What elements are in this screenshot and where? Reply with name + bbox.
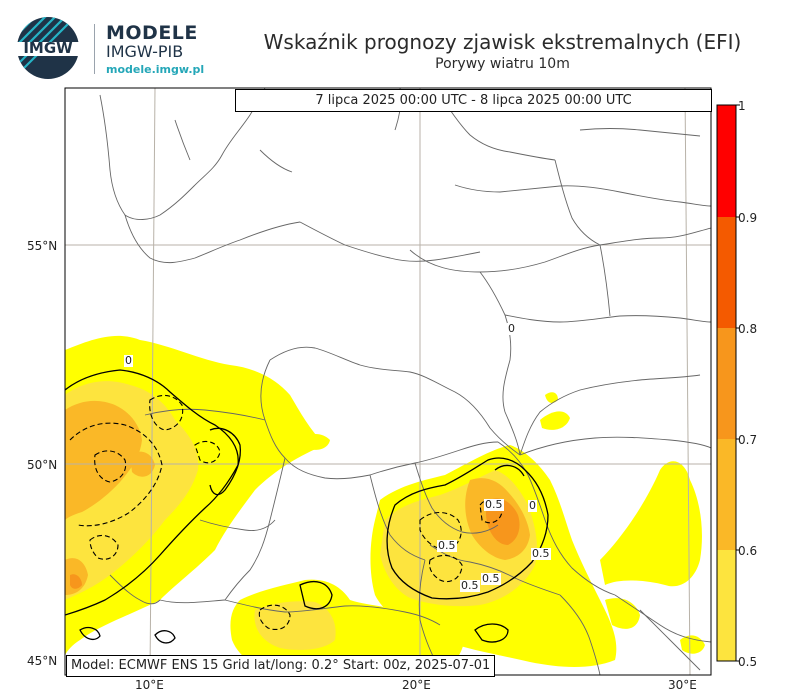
valid-period-box: 7 lipca 2025 00:00 UTC - 8 lipca 2025 00… (235, 89, 712, 112)
contour-label: 0.5 (531, 547, 551, 560)
efi-zero-contours (69, 394, 503, 631)
country-borders (99, 88, 711, 675)
contour-label: 0.5 (481, 572, 501, 585)
colorbar-band-1 (717, 105, 736, 217)
lon-label-30: 30°E (668, 678, 697, 692)
colorbar-band-5 (717, 550, 736, 661)
lat-label-45: 45°N (27, 654, 58, 668)
chart-subtitle: Porywy wiatru 10m (435, 56, 570, 72)
lat-label-55: 55°N (27, 239, 58, 253)
colorbar-band-3 (717, 328, 736, 439)
colorbar-band-2 (717, 217, 736, 328)
lat-label-50: 50°N (27, 458, 58, 472)
brand-url[interactable]: modele.imgw.pl (106, 63, 205, 76)
brand-org: IMGW-PIB (106, 42, 184, 61)
contour-label: 0.5 (460, 579, 480, 592)
model-info-box: Model: ECMWF ENS 15 Grid lat/long: 0.2° … (66, 655, 496, 677)
logo-text: IMGW (23, 39, 73, 57)
colorbar-frame (716, 104, 737, 662)
lon-label-10: 10°E (135, 678, 164, 692)
colorbar (716, 104, 740, 662)
imgw-logo: IMGW (16, 17, 80, 79)
brand-name: MODELE (106, 22, 198, 44)
colorbar-label: 0.5 (738, 655, 758, 669)
contour-label: 0 (507, 322, 516, 335)
lon-label-20: 20°E (402, 678, 431, 692)
graticule (65, 88, 711, 675)
colorbar-band-4 (717, 439, 736, 550)
logo-separator (94, 24, 95, 74)
colorbar-label: 1 (738, 99, 746, 113)
colorbar-label: 0.9 (738, 211, 758, 225)
efi-05-contours (65, 369, 549, 644)
colorbar-label: 0.8 (738, 322, 758, 336)
contour-label: 0 (528, 499, 537, 512)
chart-title: Wskaźnik prognozy zjawisk ekstremalnych … (263, 30, 742, 54)
contour-label: 0.5 (437, 539, 457, 552)
contour-label: 0 (124, 354, 133, 367)
colorbar-label: 0.7 (738, 433, 758, 447)
contour-label: 0.5 (484, 498, 504, 511)
colorbar-label: 0.6 (738, 544, 758, 558)
